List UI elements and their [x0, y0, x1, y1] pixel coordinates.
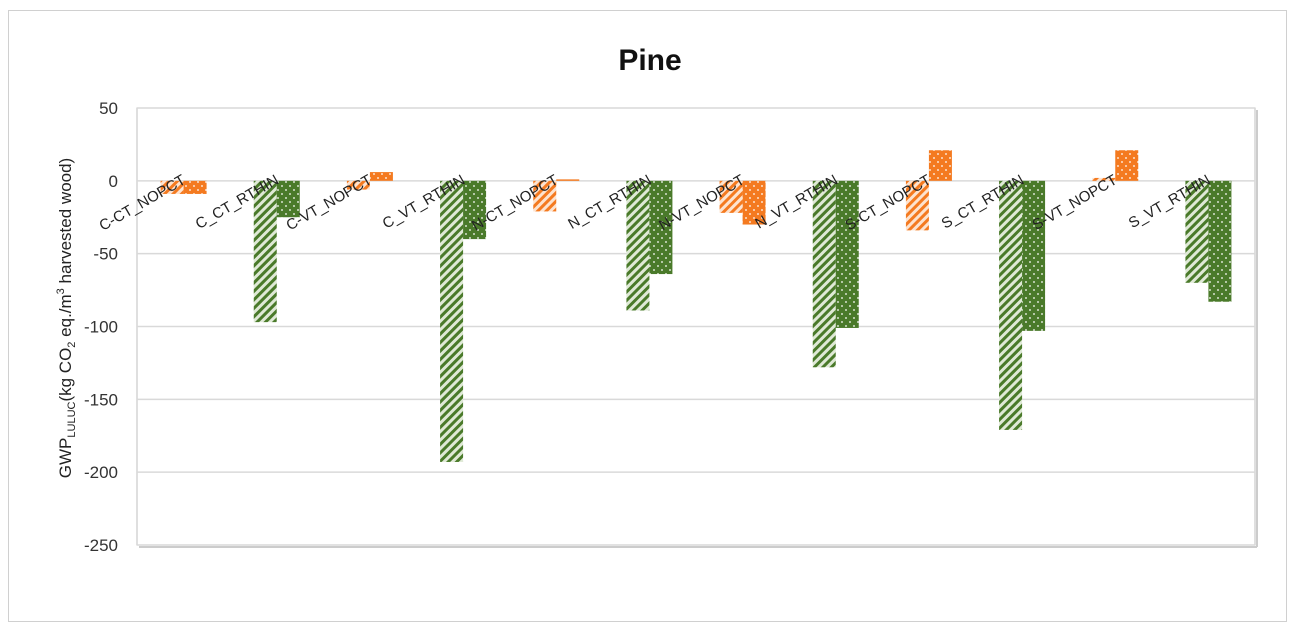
- y-tick-labels: 50 0 -50 -100 -150 -200 -250: [84, 99, 118, 555]
- bar-n-vt-rthin-hatched: [812, 180, 836, 368]
- bar-c-vt-nopct-hatched: [346, 180, 370, 190]
- bar-n-ct-nopct-hatched: [533, 180, 557, 212]
- y-tick-label: 50: [99, 99, 118, 118]
- y-tick-label: -100: [84, 318, 118, 337]
- y-tick-label: -150: [84, 390, 118, 409]
- bar-c-ct-rthin-hatched: [253, 180, 277, 323]
- chart-title: Pine: [618, 44, 681, 77]
- bar-c-vt-rthin-dotted: [463, 180, 487, 240]
- y-axis-label-sub: LULUC: [66, 401, 78, 437]
- bar-n-vt-nopct-hatched: [719, 180, 743, 213]
- bar-s-ct-nopct-dotted: [928, 150, 952, 181]
- bar-c-vt-rthin-hatched: [440, 180, 464, 462]
- y-tick-label: -250: [84, 536, 118, 555]
- bar-c-ct-nopct-dotted: [183, 180, 207, 194]
- bar-s-vt-rthin-dotted: [1208, 180, 1232, 302]
- bar-c-ct-nopct-hatched: [160, 180, 184, 194]
- bar-s-ct-rthin-hatched: [999, 180, 1023, 430]
- y-tick-label: -200: [84, 463, 118, 482]
- y-axis-label-part4: harvested wood): [56, 158, 75, 288]
- y-tick-label: -50: [93, 245, 118, 264]
- bar-s-ct-rthin-dotted: [1022, 180, 1046, 331]
- bar-n-vt-nopct-dotted: [742, 180, 766, 225]
- bar-s-ct-nopct-hatched: [905, 180, 929, 231]
- bar-s-vt-nopct-hatched: [1092, 177, 1116, 181]
- bars: [160, 150, 1232, 462]
- bar-s-vt-rthin-hatched: [1185, 180, 1209, 283]
- bar-c-ct-rthin-dotted: [276, 180, 300, 218]
- y-axis-label-part2: (kg CO: [56, 348, 75, 402]
- y-axis-label-sup: 3: [55, 288, 67, 294]
- plot-area: 500-50-100-150-200-250 C-CT_NOPCT C_CT_RT…: [84, 99, 1258, 555]
- bar-n-ct-nopct-dotted: [556, 179, 580, 181]
- y-axis-label: GWPLULUC(kg CO2 eq./m3 harvested wood): [55, 158, 78, 478]
- bar-n-ct-rthin-dotted: [649, 180, 673, 275]
- chart-frame: [8, 10, 1287, 622]
- bar-s-vt-nopct-dotted: [1115, 150, 1139, 181]
- bar-n-ct-rthin-hatched: [626, 180, 650, 311]
- y-axis-label-sub2: 2: [66, 342, 78, 348]
- y-axis-label-part3: eq./m: [56, 294, 75, 341]
- y-axis-label-main: GWP: [56, 438, 75, 479]
- y-tick-label: 0: [109, 172, 118, 191]
- bar-c-vt-nopct-dotted: [369, 172, 393, 181]
- bar-n-vt-rthin-dotted: [835, 180, 859, 328]
- gridlines: [137, 107, 1255, 546]
